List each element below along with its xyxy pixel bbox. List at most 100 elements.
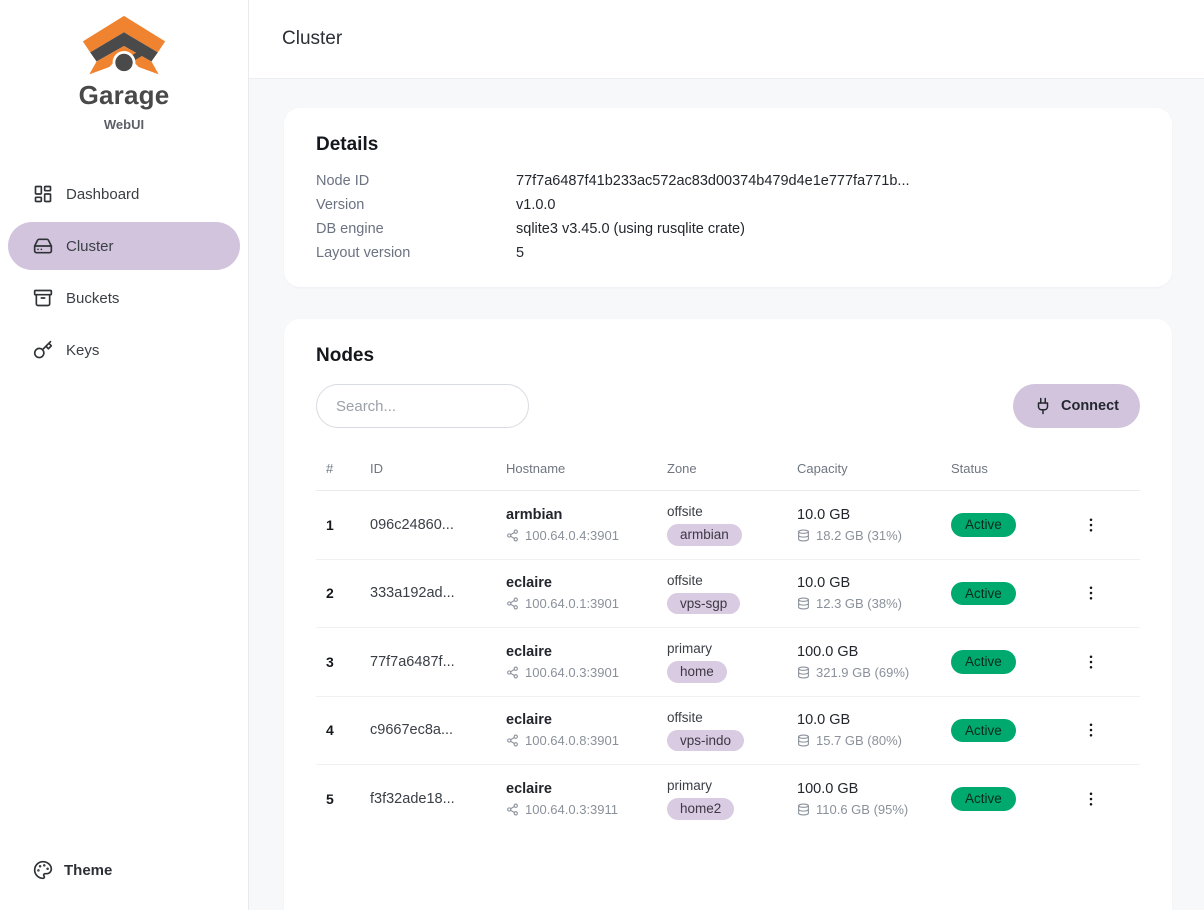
- detail-value: v1.0.0: [516, 197, 556, 213]
- search-input[interactable]: [316, 384, 529, 428]
- app-title: Garage: [78, 80, 170, 110]
- database-icon: [798, 734, 809, 747]
- node-id: 096c24860...: [360, 490, 496, 560]
- share-icon: [507, 666, 518, 679]
- node-index: 5: [326, 790, 334, 807]
- sidebar-item-dashboard[interactable]: Dashboard: [8, 170, 240, 218]
- page-title: Cluster: [282, 28, 343, 49]
- node-zone: offsite: [667, 572, 703, 588]
- kebab-menu-icon: [1089, 586, 1093, 600]
- node-usage-line: 110.6 GB (95%): [797, 802, 933, 817]
- zone-tag-badge: vps-sgp: [667, 592, 741, 614]
- node-hostname: eclaire: [506, 712, 552, 729]
- node-address-line: 100.64.0.3:3901: [506, 665, 649, 680]
- kebab-menu-icon: [1089, 518, 1093, 532]
- sidebar-item-label: Keys: [66, 341, 100, 359]
- top-header: Cluster: [249, 0, 1204, 79]
- zone-tag-badge: home: [667, 661, 727, 683]
- node-capacity: 10.0 GB: [797, 506, 851, 523]
- theme-button-label: Theme: [64, 861, 113, 879]
- col-header-hostname: Hostname: [496, 446, 657, 491]
- node-usage: 18.2 GB (31%): [816, 527, 902, 543]
- row-menu-button[interactable]: [1077, 785, 1105, 813]
- row-menu-button[interactable]: [1077, 648, 1105, 676]
- nodes-table: # ID Hostname Zone Capacity Status 1: [316, 446, 1140, 833]
- node-index: 3: [316, 627, 360, 697]
- zone-tag-badge: home2: [667, 798, 735, 820]
- detail-row: Node ID 77f7a6487f41b233ac572ac83d00374b…: [316, 174, 1140, 189]
- nodes-table-body: 1 096c24860... armbian 100.64.0.4:3901: [316, 490, 1140, 833]
- detail-row: Version v1.0.0: [316, 198, 1140, 213]
- detail-label: DB engine: [316, 221, 384, 237]
- main-area: Cluster Details Node ID 77f7a6487f41b233…: [249, 0, 1204, 910]
- node-hostname: eclaire: [506, 575, 552, 592]
- col-header-id: ID: [360, 446, 496, 491]
- layout-dashboard-icon: [34, 185, 52, 203]
- detail-value: sqlite3 v3.45.0 (using rusqlite crate): [516, 221, 745, 237]
- sidebar-spacer: [8, 374, 240, 848]
- sidebar-item-cluster[interactable]: Cluster: [8, 222, 240, 270]
- nodes-toolbar: Connect: [316, 384, 1140, 428]
- node-usage: 110.6 GB (95%): [816, 801, 909, 817]
- sidebar: Garage WebUI Dashboard Cluster Buckets: [0, 0, 249, 910]
- node-address-line: 100.64.0.3:3911: [506, 802, 649, 817]
- details-rows: Node ID 77f7a6487f41b233ac572ac83d00374b…: [316, 174, 1140, 261]
- connect-button[interactable]: Connect: [1013, 384, 1140, 428]
- app-subtitle: WebUI: [103, 117, 145, 132]
- detail-row: Layout version 5: [316, 246, 1140, 261]
- plug-icon: [1037, 397, 1049, 415]
- sidebar-item-keys[interactable]: Keys: [8, 326, 240, 374]
- node-usage-line: 15.7 GB (80%): [797, 733, 933, 748]
- page-content: Details Node ID 77f7a6487f41b233ac572ac8…: [249, 79, 1204, 910]
- row-menu-button[interactable]: [1077, 511, 1105, 539]
- node-zone: primary: [667, 641, 713, 656]
- node-capacity: 10.0 GB: [797, 712, 851, 729]
- detail-label: Node ID: [316, 173, 370, 189]
- col-header-zone: Zone: [657, 446, 787, 491]
- database-icon: [798, 529, 809, 542]
- node-usage-line: 321.9 GB (69%): [797, 665, 933, 680]
- node-zone: offsite: [667, 504, 703, 519]
- app-logo-block: Garage WebUI: [8, 14, 240, 132]
- node-id: f3f32ade18...: [370, 790, 455, 807]
- row-menu-button[interactable]: [1077, 716, 1105, 744]
- zone-tag-badge: vps-indo: [667, 729, 745, 751]
- status-badge: Active: [951, 787, 1016, 811]
- connect-button-label: Connect: [1061, 398, 1119, 414]
- theme-button[interactable]: Theme: [8, 848, 240, 892]
- palette-icon: [33, 860, 53, 880]
- detail-value: 5: [516, 245, 525, 261]
- detail-value: 77f7a6487f41b233ac572ac83d00374b479d4e1e…: [516, 173, 910, 189]
- col-header-actions: [1067, 446, 1140, 491]
- node-usage: 12.3 GB (38%): [816, 596, 902, 612]
- node-hostname: armbian: [506, 506, 563, 523]
- node-index: 4: [316, 696, 360, 765]
- node-address-line: 100.64.0.4:3901: [506, 528, 649, 543]
- node-usage-line: 18.2 GB (31%): [797, 528, 933, 543]
- detail-label: Version: [316, 197, 365, 213]
- node-id: c9667ec8a...: [360, 696, 496, 765]
- col-header-capacity: Capacity: [787, 446, 941, 491]
- node-address-line: 100.64.0.1:3901: [506, 596, 649, 611]
- details-heading: Details: [316, 134, 379, 155]
- zone-tag-badge: armbian: [667, 524, 742, 546]
- detail-row: DB engine sqlite3 v3.45.0 (using rusqlit…: [316, 222, 1140, 237]
- node-capacity: 10.0 GB: [797, 575, 851, 592]
- details-card: Details Node ID 77f7a6487f41b233ac572ac8…: [284, 108, 1172, 287]
- node-index: 1: [316, 490, 360, 560]
- status-badge: Active: [951, 581, 1016, 605]
- table-row: 2 333a192ad... eclaire 100.64.0.1:3901: [316, 559, 1140, 628]
- table-row: 4 c9667ec8a... eclaire 100.64.0.8:3901: [316, 696, 1140, 765]
- sidebar-item-label: Dashboard: [66, 185, 140, 203]
- node-id: 77f7a6487f...: [360, 627, 496, 697]
- table-row: 1 096c24860... armbian 100.64.0.4:3901: [316, 490, 1140, 560]
- sidebar-item-label: Cluster: [66, 237, 114, 255]
- share-icon: [507, 529, 518, 542]
- node-address: 100.64.0.3:3901: [525, 664, 619, 680]
- node-address-line: 100.64.0.8:3901: [506, 733, 649, 748]
- node-address: 100.64.0.1:3901: [525, 596, 619, 612]
- row-menu-button[interactable]: [1077, 579, 1105, 607]
- sidebar-item-buckets[interactable]: Buckets: [8, 274, 240, 322]
- status-badge: Active: [951, 718, 1016, 742]
- status-badge: Active: [951, 513, 1016, 537]
